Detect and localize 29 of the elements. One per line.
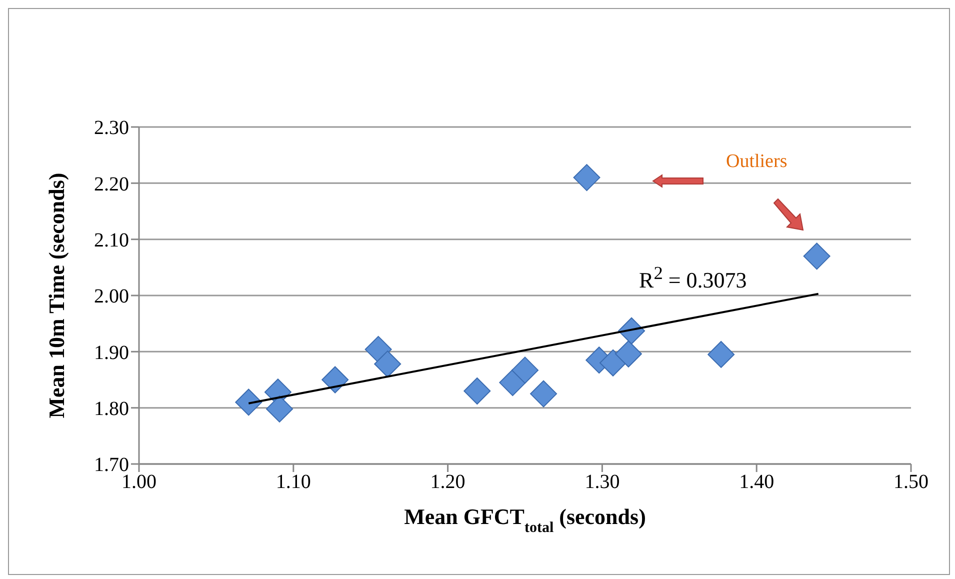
point (322, 366, 349, 394)
annotation: R$^{2}$ = 0.3073 (639, 263, 747, 294)
point (803, 242, 830, 270)
y-tick-label: 2.30 (94, 117, 129, 140)
point (600, 349, 627, 376)
y-tick-label: 2.20 (94, 173, 129, 196)
y-tick-label: 1.90 (94, 342, 129, 364)
x-tick-label: 1.10 (276, 471, 311, 494)
x-axis-title: Mean GFCT$_{total}$ (seconds) (404, 504, 646, 536)
y-tick-label: 1.80 (94, 398, 129, 420)
x-tick-label: 1.00 (122, 471, 156, 494)
point (464, 377, 491, 404)
x-tick-label: 1.40 (739, 471, 774, 494)
point (266, 395, 294, 422)
point (235, 388, 262, 416)
point (512, 356, 538, 384)
point (614, 340, 642, 368)
point (708, 340, 735, 368)
x-tick-label: 1.30 (584, 471, 620, 494)
annotation: Outliers (726, 151, 788, 173)
x-tick-label: 1.20 (430, 471, 466, 494)
y-tick-label: 2.00 (94, 286, 129, 308)
x-tick-label: 1.50 (894, 471, 928, 494)
point (499, 369, 526, 396)
y-axis-title: Mean 10m Time (seconds) (44, 172, 69, 418)
point (573, 164, 600, 192)
y-tick-label: 2.10 (94, 229, 129, 252)
point (530, 380, 558, 408)
point (374, 350, 402, 378)
